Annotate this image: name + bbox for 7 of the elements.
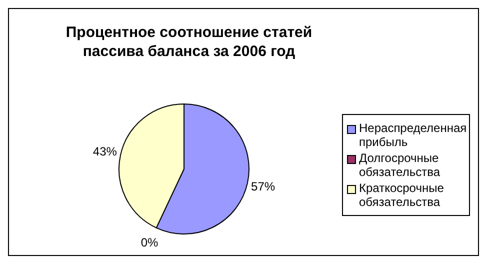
legend-label: Краткосрочные обязательства <box>359 181 445 209</box>
chart-title: Процентное соотношение статей пассива баланса за 2006 год <box>64 23 314 61</box>
legend-label: Долгосрочные обязательства <box>359 151 441 179</box>
legend-label: Нераспределенная прибыль <box>359 121 467 149</box>
text: 0% <box>140 235 158 250</box>
data-label: 57% <box>251 180 276 194</box>
data-label: 43% <box>92 144 118 158</box>
